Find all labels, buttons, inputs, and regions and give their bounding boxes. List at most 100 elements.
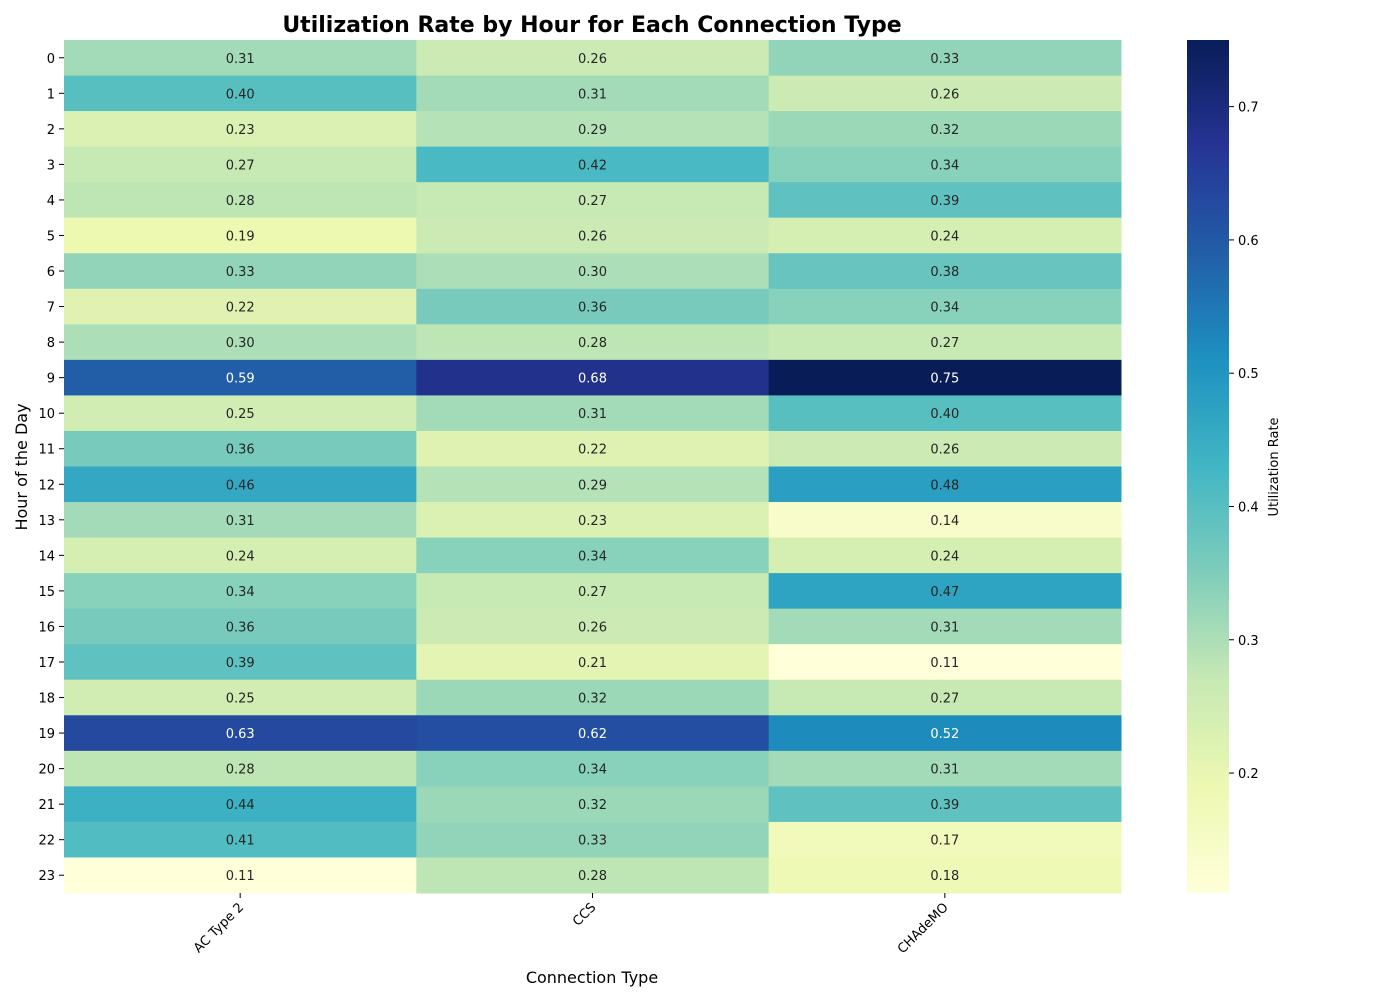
y-tick-label: 14 bbox=[38, 549, 55, 564]
cell-value-label: 0.22 bbox=[578, 443, 607, 458]
cell-value-label: 0.34 bbox=[226, 585, 255, 600]
cell-value-label: 0.39 bbox=[930, 798, 959, 813]
cell-value-label: 0.32 bbox=[578, 798, 607, 813]
heatmap-cell bbox=[416, 146, 770, 183]
y-tick-label: 12 bbox=[38, 478, 55, 493]
colorbar-label: Utilization Rate bbox=[1267, 417, 1282, 516]
cell-value-label: 0.28 bbox=[226, 763, 255, 778]
cell-value-label: 0.52 bbox=[930, 727, 959, 742]
heatmap-cell bbox=[768, 146, 1122, 183]
heatmap-cell bbox=[416, 786, 770, 823]
heatmap-cell bbox=[768, 182, 1122, 219]
y-tick-label: 10 bbox=[38, 407, 55, 422]
cell-value-label: 0.34 bbox=[930, 158, 959, 173]
heatmap-cell bbox=[768, 288, 1122, 325]
cell-value-label: 0.23 bbox=[226, 123, 255, 138]
heatmap-cell bbox=[768, 821, 1122, 858]
cell-value-label: 0.33 bbox=[226, 265, 255, 280]
x-axis-label: Connection Type bbox=[526, 968, 658, 987]
heatmap-cell bbox=[768, 359, 1122, 396]
heatmap-cell bbox=[768, 786, 1122, 823]
heatmap-cell bbox=[64, 821, 417, 858]
cell-value-label: 0.11 bbox=[930, 656, 959, 671]
heatmap-cell bbox=[64, 395, 417, 432]
colorbar-tick-label: 0.4 bbox=[1238, 500, 1259, 515]
cell-value-label: 0.47 bbox=[930, 585, 959, 600]
cell-value-label: 0.39 bbox=[930, 194, 959, 209]
cell-value-label: 0.33 bbox=[930, 52, 959, 67]
y-tick-label: 20 bbox=[38, 763, 55, 778]
cell-value-label: 0.25 bbox=[226, 692, 255, 707]
heatmap-cell bbox=[64, 608, 417, 645]
cell-value-label: 0.42 bbox=[578, 158, 607, 173]
heatmap-cell bbox=[416, 857, 770, 894]
heatmap-cell bbox=[64, 253, 417, 290]
cell-value-label: 0.29 bbox=[578, 478, 607, 493]
cell-value-label: 0.31 bbox=[578, 87, 607, 102]
y-tick-label: 21 bbox=[38, 798, 55, 813]
heatmap-cell bbox=[64, 324, 417, 361]
heatmap-cell bbox=[768, 715, 1122, 752]
heatmap-cell bbox=[768, 430, 1122, 467]
cell-value-label: 0.27 bbox=[930, 692, 959, 707]
heatmap-cell bbox=[416, 182, 770, 219]
heatmap-cell bbox=[416, 573, 770, 610]
heatmap-cell bbox=[416, 821, 770, 858]
cell-value-label: 0.28 bbox=[578, 336, 607, 351]
heatmap-cell bbox=[416, 395, 770, 432]
cell-value-label: 0.11 bbox=[226, 869, 255, 884]
cell-value-label: 0.24 bbox=[930, 229, 959, 244]
cell-value-label: 0.41 bbox=[226, 834, 255, 849]
colorbar-tick-label: 0.7 bbox=[1238, 101, 1259, 116]
heatmap-cell bbox=[768, 750, 1122, 787]
heatmap-cell bbox=[64, 288, 417, 325]
cell-value-label: 0.46 bbox=[226, 478, 255, 493]
heatmap-cell bbox=[416, 288, 770, 325]
cell-value-label: 0.59 bbox=[226, 372, 255, 387]
heatmap-cell bbox=[768, 502, 1122, 539]
cell-value-label: 0.34 bbox=[578, 763, 607, 778]
heatmap-cell bbox=[64, 644, 417, 681]
cell-value-label: 0.21 bbox=[578, 656, 607, 671]
heatmap-cell bbox=[416, 217, 770, 254]
cell-value-label: 0.19 bbox=[226, 229, 255, 244]
heatmap-cell bbox=[64, 146, 417, 183]
heatmap-cell bbox=[768, 573, 1122, 610]
y-tick-label: 5 bbox=[47, 229, 55, 244]
y-tick-label: 8 bbox=[47, 336, 55, 351]
cell-value-label: 0.27 bbox=[578, 585, 607, 600]
heatmap-cell bbox=[64, 75, 417, 112]
cell-value-label: 0.26 bbox=[578, 229, 607, 244]
cell-value-label: 0.68 bbox=[578, 372, 607, 387]
heatmap-cell bbox=[64, 857, 417, 894]
heatmap-cell bbox=[64, 502, 417, 539]
heatmap-cell bbox=[64, 430, 417, 467]
heatmap-cell bbox=[64, 182, 417, 219]
heatmap-cell bbox=[64, 786, 417, 823]
y-tick-label: 11 bbox=[38, 443, 55, 458]
heatmap-cell bbox=[416, 750, 770, 787]
heatmap-cell bbox=[416, 502, 770, 539]
y-tick-label: 23 bbox=[38, 869, 55, 884]
cell-value-label: 0.28 bbox=[226, 194, 255, 209]
heatmap-cell bbox=[768, 253, 1122, 290]
colorbar-tick-label: 0.3 bbox=[1238, 634, 1259, 649]
heatmap-cell bbox=[64, 359, 417, 396]
heatmap-cell bbox=[768, 644, 1122, 681]
cell-value-label: 0.44 bbox=[226, 798, 255, 813]
cell-value-label: 0.25 bbox=[226, 407, 255, 422]
y-tick-label: 19 bbox=[38, 727, 55, 742]
y-tick-label: 0 bbox=[47, 52, 55, 67]
cell-value-label: 0.28 bbox=[578, 869, 607, 884]
y-tick-label: 16 bbox=[38, 620, 55, 635]
cell-value-label: 0.62 bbox=[578, 727, 607, 742]
cell-value-label: 0.27 bbox=[930, 336, 959, 351]
cell-value-label: 0.31 bbox=[930, 763, 959, 778]
cell-value-label: 0.36 bbox=[226, 620, 255, 635]
cell-value-label: 0.29 bbox=[578, 123, 607, 138]
cell-value-label: 0.34 bbox=[578, 549, 607, 564]
heatmap-cell bbox=[64, 573, 417, 610]
heatmap-cell bbox=[768, 395, 1122, 432]
